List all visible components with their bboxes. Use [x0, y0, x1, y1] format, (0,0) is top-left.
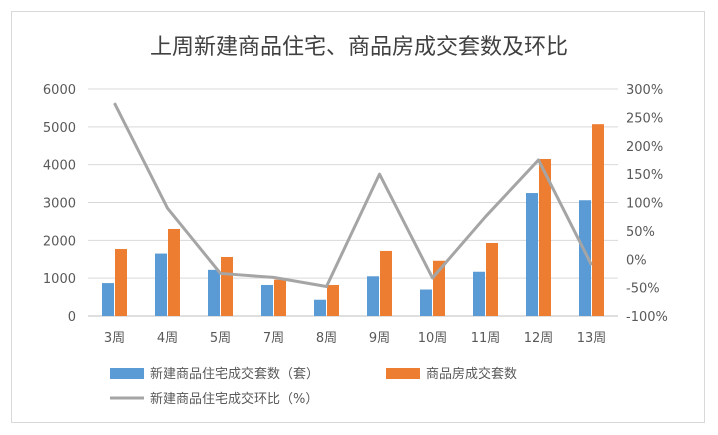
x-tick-label: 5周: [210, 331, 231, 346]
line-point: [485, 216, 486, 218]
line-ratio: [113, 102, 593, 288]
x-tick-label: 13周: [577, 331, 607, 346]
left-tick-label: 4000: [43, 159, 76, 174]
bar-commercial: [486, 242, 498, 316]
right-tick-label: 300%: [626, 83, 663, 98]
x-tick-label: 7周: [263, 331, 284, 346]
x-tick-label: 3周: [104, 331, 125, 346]
left-axis-ticks: 0 1000 2000 3000 4000 5000 6000: [43, 83, 76, 325]
bar-residential: [579, 200, 591, 316]
bar-commercial: [539, 158, 551, 316]
bar-residential: [473, 271, 485, 316]
line-point: [538, 159, 539, 161]
right-tick-label: 150%: [626, 168, 663, 183]
x-axis-ticks: 3周 4周 5周 7周 8周 9周 10周 11周 12周 13周: [104, 331, 606, 346]
line-point: [326, 285, 327, 287]
bar-residential: [314, 299, 326, 316]
bar-commercial: [168, 228, 180, 316]
x-tick-label: 12周: [524, 331, 554, 346]
left-tick-label: 2000: [43, 234, 76, 249]
x-tick-label: 10周: [418, 331, 448, 346]
line-point: [220, 272, 221, 274]
legend: 新建商品住宅成交套数（套） 商品房成交套数 新建商品住宅成交环比（%）: [110, 366, 517, 407]
legend-item-residential: 新建商品住宅成交套数（套）: [110, 366, 319, 382]
x-tick-label: 9周: [369, 331, 390, 346]
legend-label-residential: 新建商品住宅成交套数（套）: [150, 366, 319, 382]
bar-commercial: [592, 124, 604, 316]
right-tick-label: -100%: [626, 310, 668, 325]
bar-commercial: [221, 256, 233, 316]
line-series-group: [113, 102, 593, 288]
line-point: [591, 264, 592, 266]
chart-title: 上周新建商品住宅、商品房成交套数及环比: [150, 35, 568, 60]
bars-group: [102, 124, 604, 316]
legend-label-commercial: 商品房成交套数: [426, 366, 517, 382]
bar-residential: [102, 283, 114, 316]
bar-commercial: [115, 249, 127, 316]
legend-item-ratio: 新建商品住宅成交环比（%）: [110, 391, 318, 407]
legend-item-commercial: 商品房成交套数: [386, 366, 517, 382]
x-tick-label: 4周: [157, 331, 178, 346]
line-point: [273, 276, 274, 278]
left-tick-label: 5000: [43, 121, 76, 136]
left-tick-label: 1000: [43, 272, 76, 287]
bar-residential: [261, 284, 273, 316]
right-tick-label: 0%: [626, 253, 647, 268]
left-tick-label: 0: [68, 310, 76, 325]
right-axis-ticks: -100% -50% 0% 50% 100% 150% 200% 250% 300%: [626, 83, 668, 325]
combo-chart: 上周新建商品住宅、商品房成交套数及环比 0 1000 2000 3000 4000 500…: [43, 35, 668, 407]
line-point: [167, 207, 168, 209]
chart-frame: 上周新建商品住宅、商品房成交套数及环比 0 1000 2000 3000 4000 500…: [11, 11, 705, 423]
right-tick-label: 50%: [626, 225, 655, 240]
right-tick-label: 200%: [626, 140, 663, 155]
legend-swatch-commercial: [386, 368, 420, 379]
bar-residential: [420, 289, 432, 316]
right-tick-label: -50%: [626, 282, 660, 297]
bar-residential: [526, 193, 538, 316]
right-tick-label: 100%: [626, 197, 663, 212]
bar-residential: [208, 269, 220, 316]
line-point: [114, 102, 115, 104]
line-point: [379, 173, 380, 175]
gridlines: [88, 88, 618, 317]
bar-commercial: [327, 284, 339, 316]
x-tick-label: 11周: [471, 331, 501, 346]
left-tick-label: 6000: [43, 83, 76, 98]
legend-label-ratio: 新建商品住宅成交环比（%）: [150, 391, 318, 407]
left-tick-label: 3000: [43, 197, 76, 212]
legend-swatch-residential: [110, 368, 144, 379]
line-point: [432, 277, 433, 279]
bar-commercial: [380, 250, 392, 316]
bar-residential: [155, 253, 167, 316]
x-tick-label: 8周: [316, 331, 337, 346]
bar-commercial: [274, 279, 286, 316]
bar-residential: [367, 276, 379, 316]
right-tick-label: 250%: [626, 111, 663, 126]
